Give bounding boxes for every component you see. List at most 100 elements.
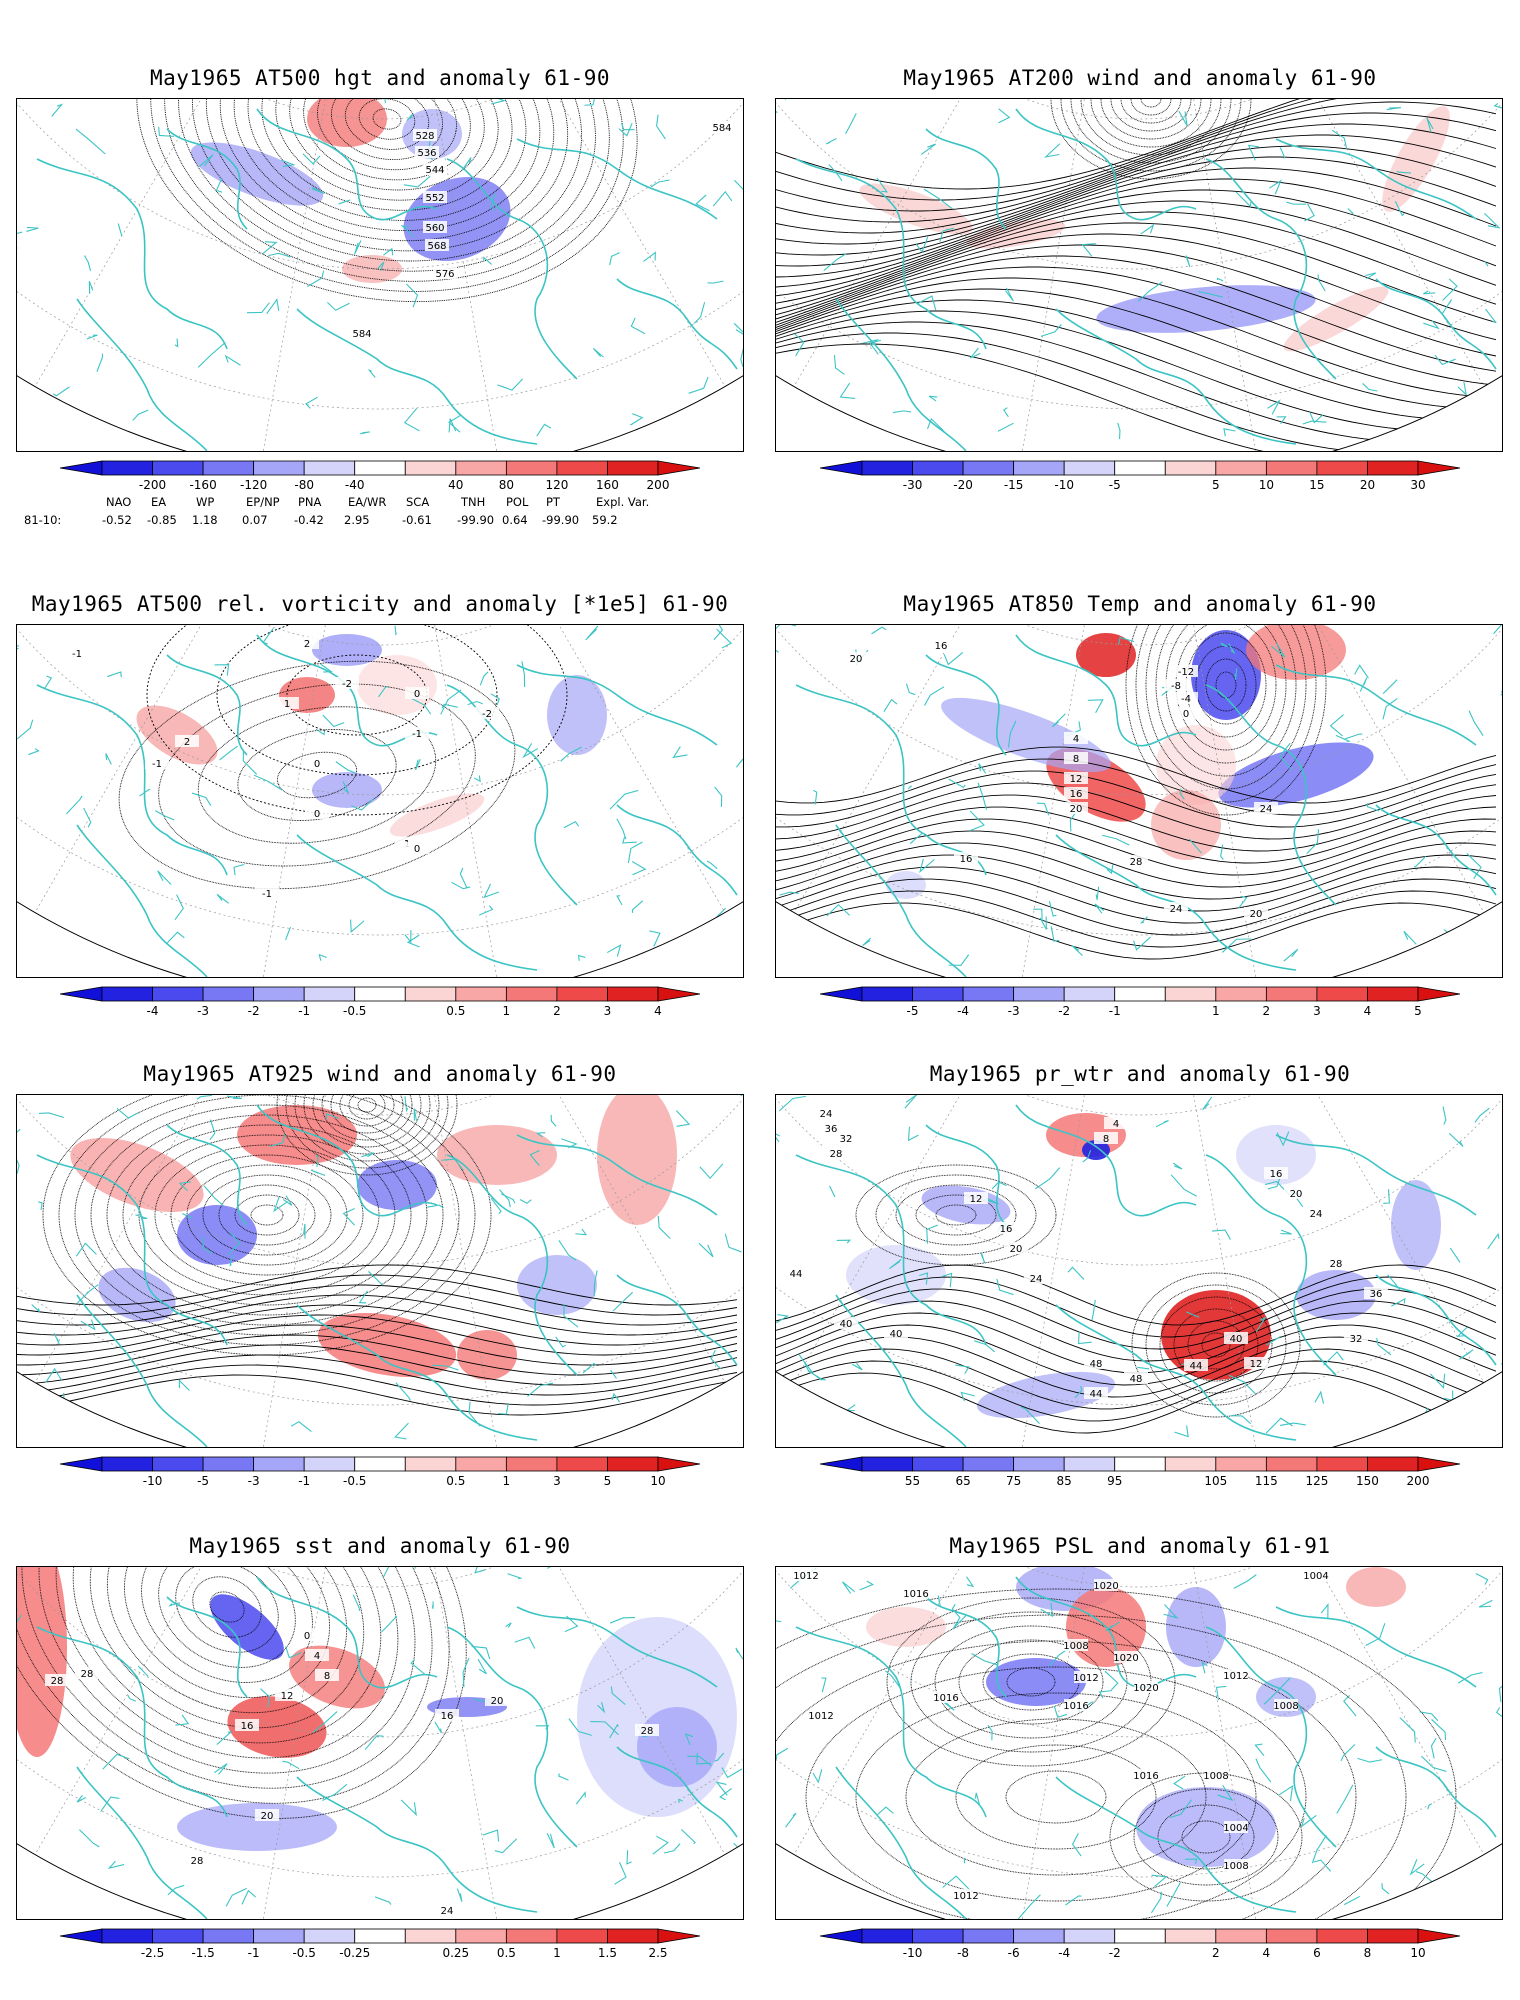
border-line <box>500 1193 516 1204</box>
contour-line <box>1201 1332 1231 1358</box>
border-line <box>585 625 599 641</box>
coastline <box>1205 1626 1337 1848</box>
colorbar-tick-label: -200 <box>139 478 166 492</box>
streamline <box>776 99 1497 190</box>
anomaly-shade <box>177 1803 337 1851</box>
contour-label-bg <box>1064 802 1088 814</box>
anomaly-shade <box>1096 285 1316 333</box>
contour-line <box>1109 1772 1303 1902</box>
border-line <box>558 1773 569 1781</box>
colorbar-segment <box>912 1928 964 1944</box>
border-line <box>1427 1803 1433 1810</box>
colorbar-tick-label: 5 <box>604 1474 612 1488</box>
border-line <box>1269 179 1282 195</box>
border-line <box>1429 1373 1446 1389</box>
coastline <box>1205 158 1337 380</box>
colorbar-segment <box>1063 1456 1116 1472</box>
border-line <box>876 177 888 193</box>
border-line <box>281 159 296 167</box>
panel-wind200: May1965 AT200 wind and anomaly 61-90 -30… <box>760 0 1520 550</box>
border-line <box>997 422 1014 432</box>
border-line <box>550 1114 557 1127</box>
border-line <box>1302 420 1327 425</box>
border-line <box>410 1659 426 1675</box>
streamline <box>17 1314 738 1356</box>
colorbar-segment <box>861 1456 913 1472</box>
streamline <box>776 211 1497 316</box>
border-line <box>383 247 394 256</box>
contour-label-bg <box>814 1107 838 1119</box>
contour-label: 1020 <box>1113 1653 1138 1664</box>
contour-line <box>358 99 416 140</box>
border-line <box>960 1391 975 1402</box>
coastline <box>1055 1304 1297 1441</box>
colorbar-arrow-low <box>819 1456 863 1472</box>
border-line <box>1044 143 1061 158</box>
border-line <box>1151 1874 1168 1888</box>
contour-line <box>344 99 430 150</box>
border-line <box>404 930 412 944</box>
border-line <box>1137 1366 1150 1370</box>
border-line <box>507 1573 523 1580</box>
latitude-circle <box>808 625 1470 646</box>
border-line <box>394 1422 409 1440</box>
border-line <box>919 1272 929 1285</box>
colorbar-segment <box>455 460 507 476</box>
contour-label: 28 <box>830 1149 843 1160</box>
coastline <box>1205 684 1337 906</box>
border-line <box>1036 802 1050 816</box>
border-line <box>714 1752 725 1762</box>
border-line <box>96 353 104 372</box>
border-line <box>361 1152 375 1158</box>
coastline <box>1015 634 1197 747</box>
colorbar-segment <box>1215 1928 1267 1944</box>
contour-label-bg <box>425 239 449 251</box>
coastline <box>446 1154 578 1376</box>
border-line <box>219 745 238 761</box>
contour-label-bg <box>423 191 447 203</box>
colorbar-tick-label: 0.25 <box>442 1946 469 1960</box>
colorbar-tick-label: 95 <box>1107 1474 1122 1488</box>
coastline <box>1275 1606 1477 1688</box>
border-line <box>168 1602 180 1607</box>
border-line <box>406 934 420 948</box>
border-line <box>1166 1882 1181 1907</box>
border-line <box>828 164 843 182</box>
meridian <box>34 1567 381 1855</box>
streamline <box>776 189 1497 304</box>
border-line <box>1484 261 1489 267</box>
contour-line <box>1157 1804 1255 1870</box>
index-value: -0.61 <box>402 513 432 527</box>
border-line <box>707 930 722 933</box>
colorbar-tick-label: 6 <box>1313 1946 1321 1960</box>
colorbar-tick-label: 30 <box>1410 478 1425 492</box>
contour-label-bg <box>1274 1699 1298 1711</box>
border-line <box>1217 1784 1234 1802</box>
anomaly-shade <box>312 634 382 666</box>
colorbar-tick-label: 10 <box>1259 478 1274 492</box>
border-line <box>631 861 647 876</box>
contour-label: 1008 <box>1273 1701 1298 1712</box>
streamline <box>776 101 1497 223</box>
border-line <box>776 635 779 653</box>
coastline <box>76 1294 208 1447</box>
streamline <box>776 343 1497 451</box>
contour-line <box>1131 1272 1301 1418</box>
colorbar-segment <box>1013 1928 1065 1944</box>
border-line <box>17 1614 22 1633</box>
border-line <box>482 1829 500 1842</box>
border-line <box>719 1787 732 1801</box>
colorbar-tick-label: 160 <box>596 478 619 492</box>
contour-line <box>89 1567 365 1729</box>
border-line <box>1221 938 1252 953</box>
map-disk <box>776 99 1502 451</box>
coastline <box>616 804 738 896</box>
border-line <box>776 384 787 399</box>
contour-label: 16 <box>241 1721 254 1732</box>
contour-label-bg <box>1224 1332 1248 1344</box>
border-line <box>1313 1859 1332 1872</box>
colorbar-segment <box>1367 1456 1419 1472</box>
coastline <box>1375 804 1497 896</box>
border-line <box>451 881 471 890</box>
contour-label: 20 <box>261 1811 274 1822</box>
